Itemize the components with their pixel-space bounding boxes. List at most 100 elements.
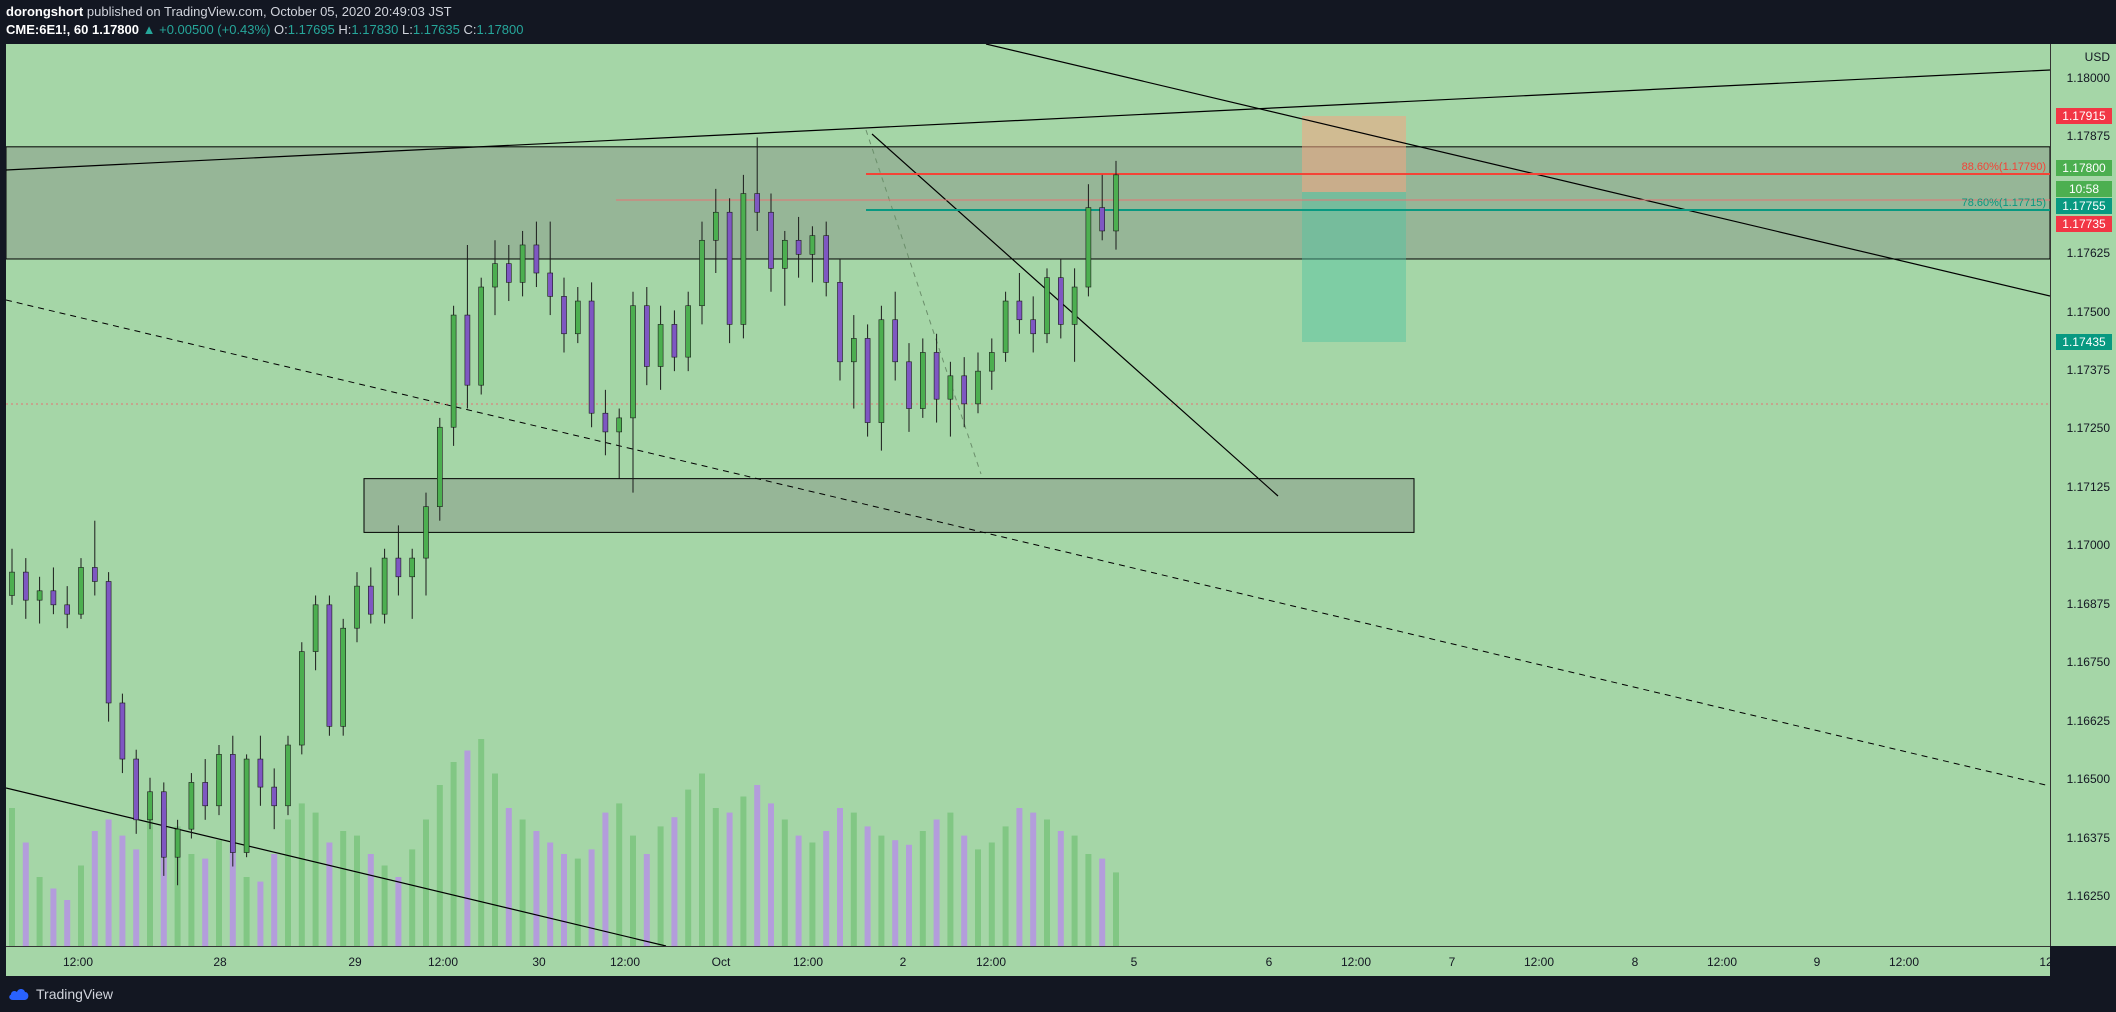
candle[interactable]: [230, 735, 236, 867]
candle[interactable]: [326, 595, 333, 736]
candle[interactable]: [133, 749, 139, 834]
candle[interactable]: [243, 754, 250, 858]
candle[interactable]: [340, 618, 347, 736]
candle[interactable]: [795, 216, 802, 278]
candle[interactable]: [478, 277, 485, 395]
candle[interactable]: [1030, 296, 1036, 353]
candle[interactable]: [657, 305, 664, 390]
time-tick: 12:00: [62, 955, 94, 969]
candle[interactable]: [533, 221, 540, 288]
candle[interactable]: [809, 226, 816, 283]
candle[interactable]: [119, 693, 126, 774]
candle[interactable]: [188, 773, 195, 839]
descending-trendline[interactable]: [985, 43, 2051, 297]
chart-pane[interactable]: 88.60%(1.17790) 78.60%(1.17715): [5, 43, 2051, 947]
candle[interactable]: [547, 221, 554, 316]
tradingview-logo[interactable]: TradingView: [8, 986, 113, 1002]
candle[interactable]: [450, 305, 457, 446]
candle[interactable]: [1071, 268, 1078, 362]
candle[interactable]: [64, 586, 71, 629]
candle[interactable]: [726, 198, 733, 344]
candle[interactable]: [850, 315, 857, 409]
candle[interactable]: [1099, 174, 1105, 241]
upper-supply-zone[interactable]: [5, 146, 2051, 260]
candle[interactable]: [174, 819, 181, 886]
candle[interactable]: [1113, 160, 1119, 250]
fib-trend-line[interactable]: [865, 129, 982, 475]
candle[interactable]: [864, 324, 871, 437]
candle[interactable]: [685, 291, 692, 372]
candle[interactable]: [436, 417, 443, 521]
candle[interactable]: [519, 230, 526, 297]
candle[interactable]: [823, 221, 830, 297]
candle[interactable]: [381, 548, 388, 624]
candle[interactable]: [1044, 268, 1050, 344]
candle[interactable]: [781, 230, 788, 306]
candle[interactable]: [947, 361, 954, 437]
candle[interactable]: [699, 221, 705, 325]
candle[interactable]: [22, 558, 29, 619]
candle[interactable]: [754, 137, 761, 231]
time-axis[interactable]: 12:00 28 29 12:00 30 12:00 Oct 12:00 2 1…: [6, 946, 2053, 976]
candle[interactable]: [975, 352, 981, 414]
candle[interactable]: [919, 338, 926, 418]
candle[interactable]: [630, 291, 636, 493]
position-stop-area[interactable]: [1302, 116, 1406, 192]
candle[interactable]: [961, 357, 968, 428]
upper-trendline[interactable]: [5, 69, 2051, 171]
candle[interactable]: [878, 305, 885, 451]
candle[interactable]: [36, 576, 43, 624]
candle[interactable]: [892, 291, 899, 381]
chart-canvas[interactable]: 88.60%(1.17790) 78.60%(1.17715): [5, 43, 2051, 947]
candle[interactable]: [492, 240, 498, 316]
candle[interactable]: [643, 287, 650, 386]
candle[interactable]: [671, 310, 678, 372]
candle[interactable]: [712, 188, 719, 274]
candle[interactable]: [147, 777, 153, 830]
candle[interactable]: [216, 745, 222, 816]
candle[interactable]: [257, 735, 264, 806]
candle[interactable]: [988, 338, 995, 390]
candle[interactable]: [423, 492, 429, 596]
candle[interactable]: [50, 567, 57, 615]
position-target-area[interactable]: [1302, 192, 1406, 342]
candle[interactable]: [1016, 273, 1023, 334]
candle[interactable]: [602, 389, 609, 456]
candle[interactable]: [354, 572, 360, 643]
candle[interactable]: [285, 735, 291, 816]
candle[interactable]: [312, 595, 319, 671]
candle[interactable]: [409, 548, 416, 619]
candle[interactable]: [588, 282, 595, 428]
candle[interactable]: [92, 520, 98, 596]
candle[interactable]: [906, 343, 912, 432]
candle[interactable]: [574, 287, 581, 344]
candle[interactable]: [740, 174, 747, 339]
candle[interactable]: [395, 525, 402, 596]
candle[interactable]: [1002, 291, 1009, 362]
price-axis[interactable]: USD 1.18000 1.17875 1.17625 1.17500 1.17…: [2050, 44, 2116, 946]
candle[interactable]: [561, 277, 567, 353]
candle[interactable]: [837, 258, 843, 381]
candle[interactable]: [9, 548, 15, 605]
candle[interactable]: [1085, 184, 1092, 297]
candle[interactable]: [298, 642, 305, 755]
candle[interactable]: [78, 558, 84, 619]
candle[interactable]: [768, 193, 774, 292]
candle[interactable]: [505, 244, 512, 302]
candle-body: [864, 338, 871, 423]
candle[interactable]: [367, 567, 374, 624]
candle[interactable]: [1058, 258, 1064, 339]
candle[interactable]: [202, 759, 208, 820]
dashed-trendline[interactable]: [5, 299, 2051, 787]
volume-bar: [202, 858, 209, 946]
candle[interactable]: [464, 244, 471, 409]
candle[interactable]: [105, 572, 112, 722]
candle[interactable]: [161, 782, 167, 876]
candle[interactable]: [933, 333, 940, 423]
candle[interactable]: [616, 408, 623, 479]
lower-demand-zone[interactable]: [363, 478, 1415, 533]
candle[interactable]: [271, 768, 278, 830]
bottom-trendline[interactable]: [5, 787, 667, 947]
author-name[interactable]: dorongshort: [6, 4, 84, 19]
symbol-label[interactable]: CME:6E1!, 60: [6, 22, 89, 37]
